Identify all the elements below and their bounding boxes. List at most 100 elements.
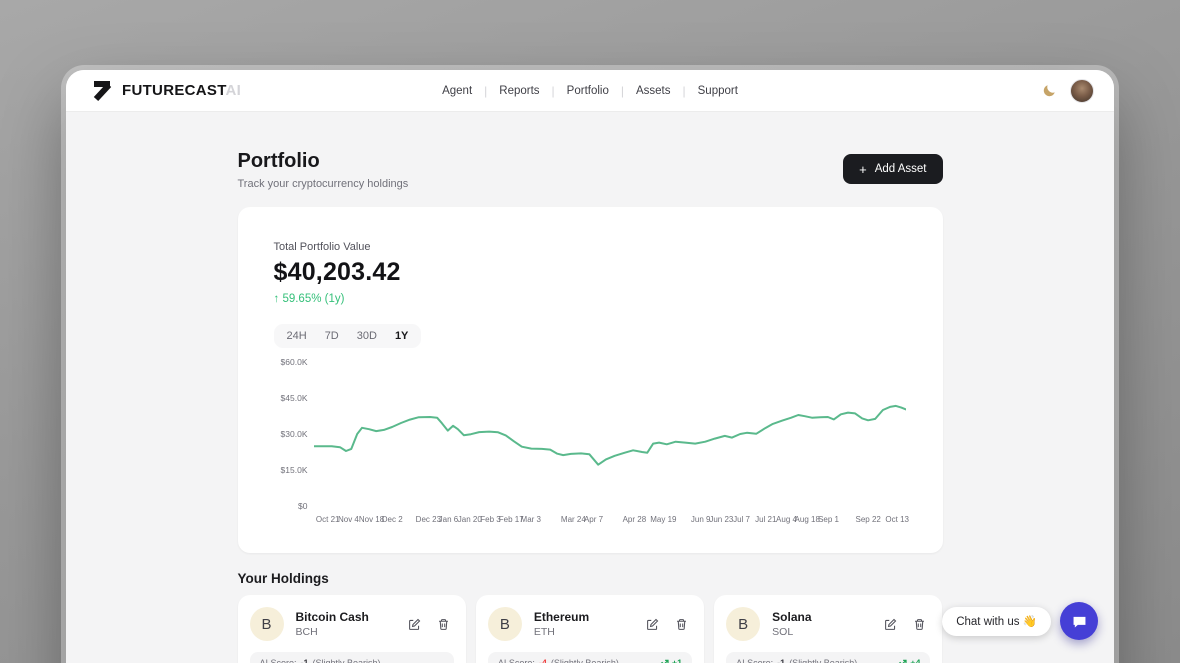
range-tab-1y[interactable]: 1Y	[386, 327, 417, 345]
brand-name: FUTURECASTAI	[122, 82, 242, 99]
x-tick-label: Aug 4	[776, 515, 797, 524]
range-tab-7d[interactable]: 7D	[316, 327, 348, 345]
y-tick-label: $30.0K	[280, 429, 308, 439]
x-tick-label: Jul 7	[733, 515, 750, 524]
edit-asset-button[interactable]	[884, 618, 897, 631]
delete-asset-button[interactable]	[437, 618, 450, 631]
trend-delta: +1	[671, 658, 683, 663]
x-tick-label: Apr 28	[622, 515, 647, 524]
y-tick-label: $0	[298, 501, 308, 511]
x-tick-label: Dec 23	[415, 515, 442, 524]
chat-launcher-button[interactable]	[1060, 602, 1098, 640]
coin-name: Solana	[772, 610, 812, 624]
x-tick-label: Apr 7	[583, 515, 604, 524]
ai-score-row: AI Score: -1 (Slightly Bearish) +4	[726, 652, 931, 663]
plus-icon: +	[859, 161, 867, 177]
holding-card: B Solana SOL	[714, 595, 943, 663]
chart-plot[interactable]	[312, 362, 907, 506]
x-tick-label: Jul 21	[755, 515, 777, 524]
ai-score-sentiment: (Slightly Bearish)	[550, 658, 619, 663]
chat-widget: Chat with us 👋	[942, 602, 1098, 640]
x-tick-label: Mar 3	[520, 515, 541, 524]
x-tick-label: Jan 20	[457, 515, 482, 524]
holdings-section-title: Your Holdings	[237, 571, 329, 586]
portfolio-value-card: Total Portfolio Value $40,203.42 ↑ 59.65…	[237, 207, 943, 553]
total-portfolio-value: $40,203.42	[273, 258, 401, 286]
edit-asset-button[interactable]	[408, 618, 421, 631]
portfolio-chart: $60.0K $45.0K $30.0K $15.0K $0 Oct 21 Nov 4 No…	[274, 357, 909, 532]
nav-separator: |	[682, 83, 686, 98]
top-navbar: FUTURECASTAI Agent | Reports | Portfolio | Ass…	[66, 70, 1114, 112]
total-portfolio-label: Total Portfolio Value	[273, 241, 371, 253]
page-title: Portfolio	[237, 150, 320, 172]
coin-symbol: SOL	[772, 626, 794, 638]
trash-icon	[437, 618, 450, 631]
coin-name: Ethereum	[533, 610, 590, 624]
futurecast-arrow-icon	[90, 79, 114, 103]
main-nav: Agent | Reports | Portfolio | Assets | Support	[442, 84, 738, 98]
trash-icon	[675, 618, 688, 631]
nav-item-portfolio[interactable]: Portfolio	[566, 84, 609, 97]
time-range-tabs: 24H 7D 30D 1Y	[273, 324, 422, 348]
x-tick-label: Oct 13	[885, 515, 909, 524]
nav-item-assets[interactable]: Assets	[635, 84, 671, 97]
ai-score-value: -1	[300, 658, 309, 663]
x-tick-label: Jun 23	[709, 515, 734, 524]
moon-icon	[1042, 83, 1057, 98]
nav-item-support[interactable]: Support	[697, 84, 738, 97]
edit-pencil-icon	[884, 618, 897, 631]
nav-item-agent[interactable]: Agent	[442, 84, 473, 97]
chart-x-axis: Oct 21 Nov 4 Nov 18 Dec 2 Dec 23 Jan 6 Jan 20 F…	[314, 515, 909, 529]
ai-score-value: -1	[777, 658, 786, 663]
ai-score-trend: +1	[658, 658, 682, 663]
x-tick-label: Mar 24	[560, 515, 586, 524]
range-tab-24h[interactable]: 24H	[278, 327, 316, 345]
x-tick-label: Feb 3	[480, 515, 501, 524]
coin-symbol: BCH	[295, 626, 318, 638]
user-avatar[interactable]	[1070, 78, 1094, 103]
ai-score-sentiment: (Slightly Bearish)	[312, 658, 381, 663]
coin-avatar: B	[249, 607, 284, 641]
ai-score-sentiment: (Slightly Bearish)	[789, 658, 858, 663]
x-tick-label: Sep 22	[855, 515, 881, 524]
x-tick-label: May 19	[650, 515, 677, 524]
nav-separator: |	[620, 83, 624, 98]
navbar-right	[1042, 78, 1094, 103]
x-tick-label: Aug 18	[794, 515, 820, 524]
x-tick-label: Dec 2	[381, 515, 403, 524]
holding-card: B Ethereum ETH	[475, 595, 705, 663]
x-tick-label: Nov 18	[358, 515, 385, 524]
add-asset-label: Add Asset	[874, 163, 927, 175]
coin-avatar: B	[726, 607, 761, 641]
ai-score-label: AI Score:	[259, 658, 297, 663]
dark-mode-toggle[interactable]	[1042, 83, 1057, 98]
delete-asset-button[interactable]	[913, 618, 926, 631]
y-tick-label: $15.0K	[280, 465, 308, 475]
chat-with-us-button[interactable]: Chat with us 👋	[942, 606, 1051, 636]
chat-bubble-icon	[1071, 613, 1088, 630]
portfolio-change: ↑ 59.65% (1y)	[273, 293, 345, 305]
delete-asset-button[interactable]	[675, 618, 688, 631]
ai-score-row: AI Score: -1 (Slightly Bearish)	[249, 652, 454, 663]
edit-pencil-icon	[646, 618, 659, 631]
ai-score-value: -4	[538, 658, 547, 663]
ai-score-label: AI Score:	[736, 658, 774, 663]
page-subtitle: Track your cryptocurrency holdings	[237, 178, 409, 190]
y-tick-label: $45.0K	[280, 393, 308, 403]
edit-asset-button[interactable]	[646, 618, 659, 631]
trending-up-icon	[658, 659, 669, 663]
edit-pencil-icon	[408, 618, 421, 631]
x-tick-label: Nov 4	[337, 515, 359, 524]
holdings-grid: B Bitcoin Cash BCH	[237, 595, 943, 663]
nav-item-reports[interactable]: Reports	[499, 84, 540, 97]
nav-separator: |	[484, 83, 488, 98]
brand-suffix: AI	[225, 82, 242, 99]
main-content: Portfolio Track your cryptocurrency hold…	[66, 150, 1114, 663]
ai-score-label: AI Score:	[497, 658, 535, 663]
add-asset-button[interactable]: + Add Asset	[843, 154, 943, 184]
y-tick-label: $60.0K	[280, 357, 308, 367]
brand-logo: FUTURECASTAI	[90, 79, 241, 103]
x-tick-label: Jan 6	[438, 515, 459, 524]
range-tab-30d[interactable]: 30D	[348, 327, 386, 345]
app-window: FUTURECASTAI Agent | Reports | Portfolio | Ass…	[66, 70, 1114, 663]
